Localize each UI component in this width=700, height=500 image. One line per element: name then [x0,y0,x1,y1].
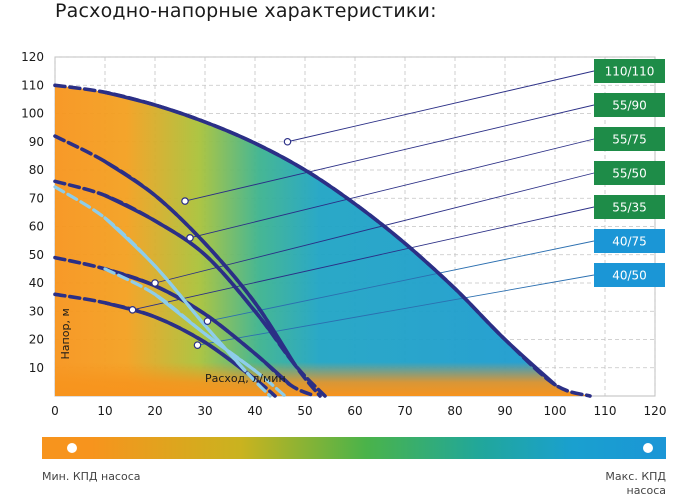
page-title: Расходно-напорные характеристики: [55,0,437,22]
legend-label-110-110: 110/110 [605,65,655,79]
legend: 110/110 55/90 55/75 55/50 55/35 40/75 40/50 [594,59,665,287]
y-tick-label: 10 [29,361,44,375]
marker-110-110 [283,137,292,146]
y-tick-label: 30 [29,304,44,318]
x-tick-label: 30 [197,404,212,418]
leader-line-110-110 [287,70,595,143]
curve-dashed-40-75 [53,185,272,398]
x-tick-label: 110 [594,404,617,418]
marker-55-35 [128,306,137,314]
x-tick-label: 10 [97,404,112,418]
y-tick-label: 60 [29,220,44,234]
max-efficiency-label: Макс. КПД насоса [605,470,666,497]
legend-label-40-75: 40/75 [612,235,647,249]
x-tick-label: 20 [147,404,162,418]
leader-lines [132,70,595,346]
max-efficiency-marker [640,440,656,456]
y-tick-label: 50 [29,248,44,262]
y-tick-label: 110 [21,78,44,92]
x-tick-label: 60 [347,404,362,418]
pump-curve-chart: 0 10 20 30 40 50 60 70 80 90 100 110 120 10 20 30 40 50 60… [21,50,666,418]
efficiency-gradient-bar [42,437,666,459]
legend-tag-55-50 [594,161,665,185]
legend-tag-55-35 [594,195,665,219]
min-efficiency-marker [64,440,80,456]
legend-tag-55-90 [594,93,665,117]
leader-line-55-90 [184,104,595,202]
y-tick-label: 70 [29,191,44,205]
x-tick-label: 120 [644,404,667,418]
curve-40-50 [153,292,257,373]
series-curves [53,83,592,398]
curve-55-35 [103,301,257,381]
legend-label-55-90: 55/90 [612,99,647,113]
marker-55-75 [186,234,194,242]
legend-label-40-50: 40/50 [612,269,647,283]
curve-55-50 [103,267,292,387]
leader-line-40-50 [197,274,595,346]
legend-label-55-50: 55/50 [612,167,647,181]
leader-line-55-75 [189,138,595,239]
legend-label-55-35: 55/35 [612,201,647,215]
curve-55-90 [103,159,297,367]
x-axis-label: Расход, л/мин [205,372,286,385]
legend-tag-110-110 [594,59,665,83]
min-efficiency-label: Мин. КПД насоса [42,470,141,483]
marker-40-75 [203,317,212,325]
marker-40-50 [193,341,202,349]
leader-line-55-35 [132,206,595,311]
marker-55-50 [151,279,159,287]
marker-55-90 [181,197,189,205]
y-tick-label: 90 [29,135,44,149]
legend-label-55-75: 55/75 [612,133,647,147]
low-efficiency-band [55,362,590,396]
y-axis-label: Напор, м [59,308,72,359]
legend-tag-40-50 [594,263,665,287]
y-tick-label: 120 [21,50,44,64]
y-tick-label: 40 [29,276,44,290]
x-tick-label: 50 [297,404,312,418]
axis-ticks: 0 10 20 30 40 50 60 70 80 90 100 110 120 10 20 30 40 50 60… [21,50,666,418]
x-tick-label: 80 [447,404,462,418]
x-tick-label: 70 [397,404,412,418]
y-tick-label: 20 [29,333,44,347]
leader-line-55-50 [154,172,595,284]
legend-tag-40-75 [594,229,665,253]
x-tick-label: 100 [544,404,567,418]
leader-line-40-75 [207,240,595,322]
curve-110-110 [103,90,557,387]
x-tick-label: 90 [497,404,512,418]
y-tick-label: 100 [21,107,44,121]
legend-tag-55-75 [594,127,665,151]
x-tick-label: 40 [247,404,262,418]
y-tick-label: 80 [29,163,44,177]
x-tick-label: 0 [51,404,59,418]
curve-55-75 [103,193,297,367]
series-markers [128,137,292,349]
